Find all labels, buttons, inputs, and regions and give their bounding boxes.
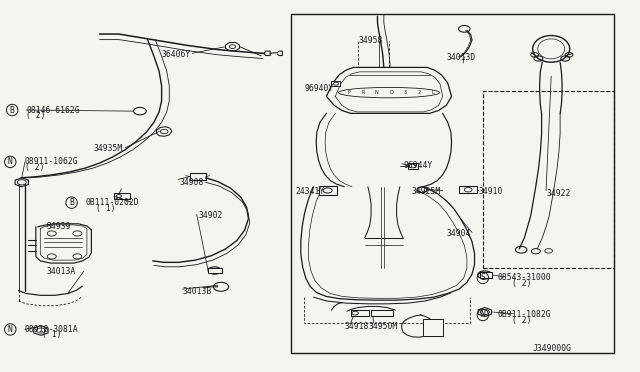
Text: 34902: 34902 xyxy=(198,211,223,220)
Text: 34904: 34904 xyxy=(447,229,471,238)
Text: 3: 3 xyxy=(403,90,406,95)
Text: 0B111-0202D: 0B111-0202D xyxy=(86,198,140,207)
Text: 34935M: 34935M xyxy=(93,144,122,153)
Text: ( 2): ( 2) xyxy=(26,111,45,120)
Text: B: B xyxy=(10,106,15,115)
Bar xyxy=(332,81,340,86)
Text: 96944Y: 96944Y xyxy=(403,161,432,170)
Text: P: P xyxy=(348,90,350,95)
Bar xyxy=(483,92,614,267)
Text: 24341Y: 24341Y xyxy=(296,187,325,196)
Circle shape xyxy=(477,271,492,279)
Text: 34918: 34918 xyxy=(344,321,369,331)
Text: ( 2): ( 2) xyxy=(511,279,531,288)
Text: 34910: 34910 xyxy=(478,187,503,196)
Text: 34013A: 34013A xyxy=(47,267,76,276)
Text: N: N xyxy=(8,325,13,334)
Text: 08543-31000: 08543-31000 xyxy=(497,273,551,282)
Bar xyxy=(115,193,131,199)
Bar xyxy=(351,310,369,317)
Bar xyxy=(371,310,394,317)
Polygon shape xyxy=(478,308,492,317)
Bar xyxy=(479,272,492,278)
Text: J349000G: J349000G xyxy=(532,344,571,353)
Text: S: S xyxy=(481,273,485,282)
Text: 34013B: 34013B xyxy=(182,287,212,296)
Bar xyxy=(319,186,337,195)
Bar xyxy=(291,14,614,353)
Text: 96940Y: 96940Y xyxy=(305,84,334,93)
Text: N: N xyxy=(375,90,379,95)
Text: N: N xyxy=(481,311,485,320)
Text: L: L xyxy=(431,90,435,95)
Text: ( 2): ( 2) xyxy=(511,316,531,325)
Text: 08146-6162G: 08146-6162G xyxy=(26,106,80,115)
Text: D: D xyxy=(389,90,393,95)
Text: 36406Y: 36406Y xyxy=(162,50,191,59)
Text: 08918-3081A: 08918-3081A xyxy=(25,325,79,334)
Bar xyxy=(460,186,477,193)
Text: R: R xyxy=(361,90,364,95)
Text: 34922: 34922 xyxy=(547,189,571,198)
Bar xyxy=(408,163,418,169)
Text: 34013D: 34013D xyxy=(447,52,476,61)
Text: ( 1): ( 1) xyxy=(97,204,116,213)
Text: B: B xyxy=(69,198,74,207)
Text: 34958: 34958 xyxy=(358,36,383,45)
Text: ( 1): ( 1) xyxy=(42,330,61,340)
Text: 34925M: 34925M xyxy=(412,187,441,196)
Text: 0B911-1082G: 0B911-1082G xyxy=(497,311,551,320)
Text: 2: 2 xyxy=(417,90,420,95)
Bar xyxy=(424,320,443,336)
Text: ( 2): ( 2) xyxy=(25,163,44,172)
Bar xyxy=(208,267,222,273)
Text: 08911-1062G: 08911-1062G xyxy=(25,157,79,166)
Polygon shape xyxy=(34,326,48,335)
Bar xyxy=(189,173,205,180)
Text: 34950M: 34950M xyxy=(369,321,398,331)
Text: N: N xyxy=(8,157,13,166)
Text: 34939: 34939 xyxy=(47,221,71,231)
Text: 34908: 34908 xyxy=(179,178,204,187)
